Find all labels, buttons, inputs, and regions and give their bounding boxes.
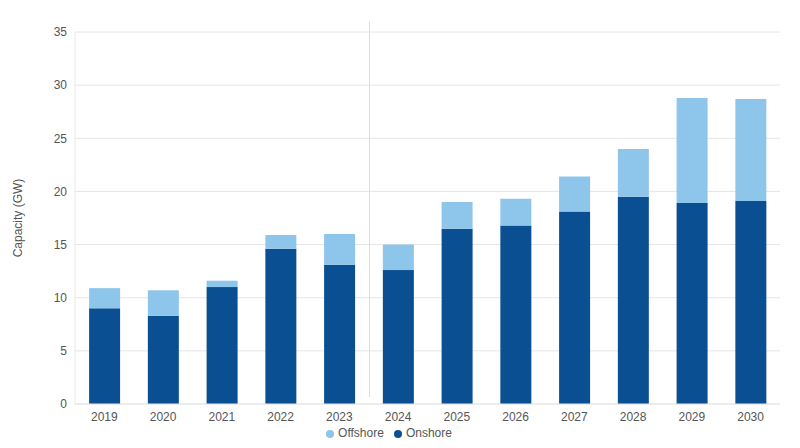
svg-text:2020: 2020 [150, 410, 177, 424]
svg-text:25: 25 [54, 132, 68, 146]
svg-text:2021: 2021 [209, 410, 236, 424]
svg-text:20: 20 [54, 185, 68, 199]
html-text:Offshore: Offshore [338, 426, 384, 440]
svg-text:10: 10 [54, 291, 68, 305]
svg-text:2029: 2029 [679, 410, 706, 424]
svg-text:2019: 2019 [91, 410, 118, 424]
svg-text:0: 0 [60, 397, 67, 411]
svg-text:2025: 2025 [444, 410, 471, 424]
html-text:Onshore: Onshore [405, 426, 452, 440]
svg-text:2024: 2024 [385, 410, 412, 424]
svg-text:2030: 2030 [737, 410, 764, 424]
svg-text:5: 5 [60, 344, 67, 358]
svg-text:2027: 2027 [561, 410, 588, 424]
svg-text:35: 35 [54, 25, 68, 39]
svg-text:2026: 2026 [502, 410, 529, 424]
svg-text:2023: 2023 [326, 410, 353, 424]
svg-text:30: 30 [54, 78, 68, 92]
svg-text:15: 15 [54, 238, 68, 252]
svg-text:2028: 2028 [620, 410, 647, 424]
svg-text:2022: 2022 [267, 410, 294, 424]
svg-text:Capacity (GW): Capacity (GW) [11, 179, 25, 258]
